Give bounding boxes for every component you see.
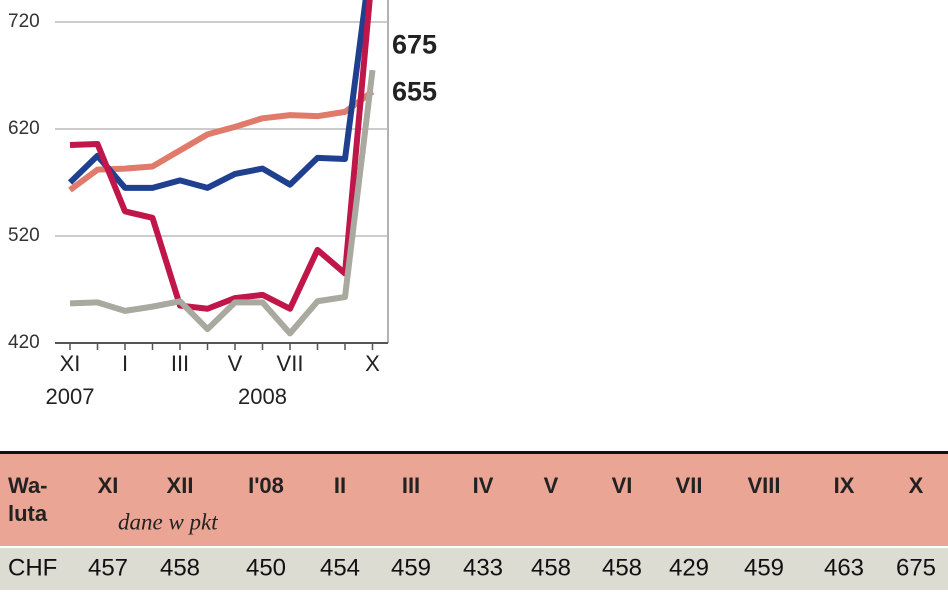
table-subtitle: dane w pkt bbox=[118, 509, 218, 534]
y-tick-label: 620 bbox=[8, 118, 40, 139]
end-label: 675 bbox=[392, 29, 437, 59]
year-label: 2008 bbox=[238, 384, 287, 409]
table-cell: 459 bbox=[391, 554, 431, 581]
table-cell: 429 bbox=[669, 554, 709, 581]
x-tick-label: III bbox=[171, 351, 189, 376]
y-tick-label: 520 bbox=[8, 225, 40, 246]
line-series bbox=[69, 0, 373, 312]
end-label: 655 bbox=[392, 77, 437, 107]
line-series bbox=[68, 89, 375, 193]
line-series bbox=[69, 69, 376, 337]
table-header: X bbox=[909, 473, 924, 498]
line-series bbox=[67, 0, 369, 191]
x-tick-label: XI bbox=[60, 351, 81, 376]
table-cell: 458 bbox=[160, 554, 200, 581]
table-header: VII bbox=[676, 473, 703, 498]
table-cell: 458 bbox=[602, 554, 642, 581]
y-tick-label: 420 bbox=[8, 332, 40, 353]
table-cell: 457 bbox=[88, 554, 128, 581]
table-cell: 454 bbox=[320, 554, 360, 581]
plot-area bbox=[67, 0, 376, 337]
table-cell: 675 bbox=[896, 554, 936, 581]
x-tick-label: I bbox=[122, 351, 128, 376]
table-cell: 463 bbox=[824, 554, 864, 581]
table-header: IV bbox=[473, 473, 494, 498]
table-cell: 459 bbox=[744, 554, 784, 581]
x-tick-label: VII bbox=[277, 351, 304, 376]
table-cell: 450 bbox=[246, 554, 286, 581]
x-tick-label: X bbox=[365, 351, 380, 376]
table-header: V bbox=[544, 473, 559, 498]
table-row-bg bbox=[0, 548, 948, 590]
table-header: XI bbox=[98, 473, 119, 498]
year-label: 2007 bbox=[46, 384, 95, 409]
table-header: IX bbox=[834, 473, 855, 498]
x-tick-label: V bbox=[228, 351, 243, 376]
table-rule bbox=[0, 451, 948, 454]
table-header: III bbox=[402, 473, 420, 498]
table-cell: CHF bbox=[8, 554, 57, 581]
table-header: I'08 bbox=[248, 473, 284, 498]
table-header: II bbox=[334, 473, 346, 498]
table-header: VIII bbox=[747, 473, 780, 498]
table-header-bg bbox=[0, 454, 948, 546]
table-cell: 433 bbox=[463, 554, 503, 581]
y-tick-label: 720 bbox=[8, 11, 40, 32]
table-header: Wa- bbox=[8, 473, 48, 498]
table-header: XII bbox=[167, 473, 194, 498]
table-header: luta bbox=[8, 501, 48, 526]
table-header: VI bbox=[612, 473, 633, 498]
table-cell: 458 bbox=[531, 554, 571, 581]
